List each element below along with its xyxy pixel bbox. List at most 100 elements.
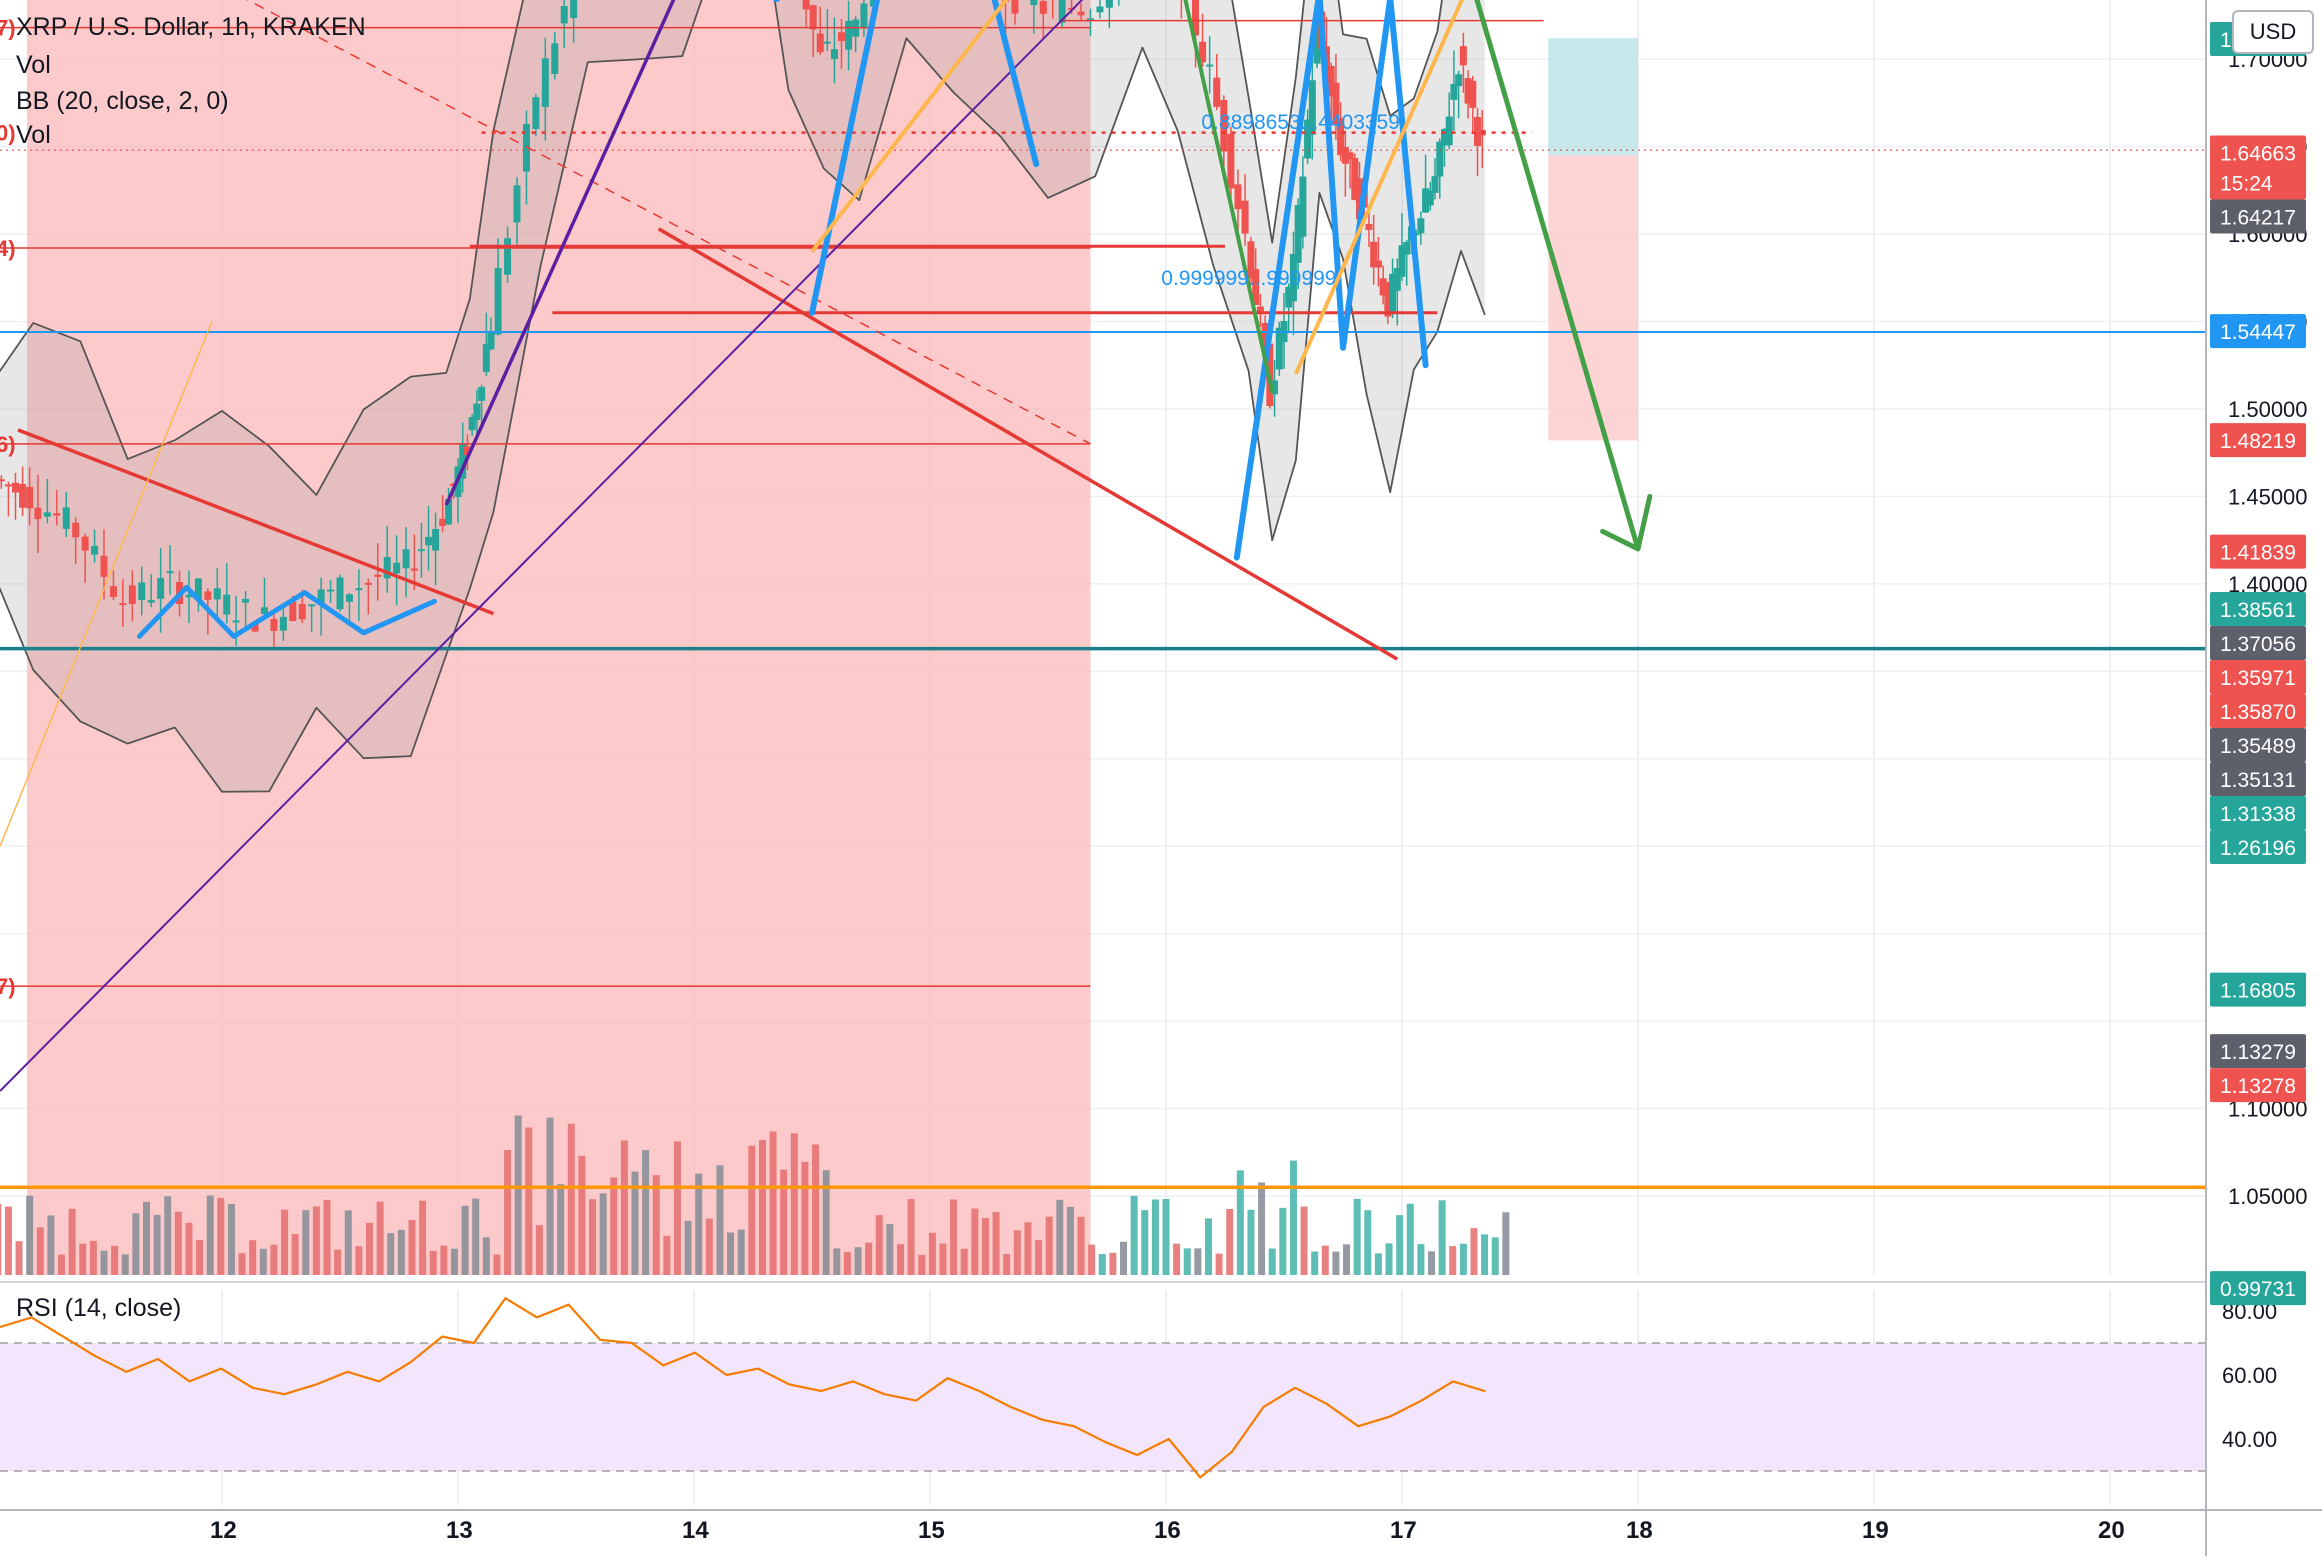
candle [1213, 53, 1221, 111]
candle [1256, 294, 1264, 328]
volume-bar [907, 1199, 915, 1275]
candle [72, 517, 80, 565]
volume-bar [1035, 1240, 1043, 1275]
volume-bar [514, 1115, 522, 1275]
volume-bar [1332, 1251, 1340, 1275]
candle-body [1077, 11, 1085, 16]
candle-body [439, 518, 447, 526]
candle-body [1086, 18, 1094, 21]
candle-body [1365, 223, 1373, 230]
volume-bar [1183, 1248, 1191, 1275]
price-label [2210, 423, 2306, 458]
price-label-text: 1.38561 [2220, 599, 2296, 622]
candle-body [166, 571, 174, 574]
volume-bar [525, 1127, 533, 1275]
price-label-text: 1.48219 [2220, 430, 2296, 453]
candle [1351, 153, 1359, 201]
candle-body [308, 604, 316, 607]
bb-upper [0, 0, 1443, 496]
candle [1294, 198, 1302, 290]
candle-body [478, 386, 486, 401]
volume-bar [366, 1222, 373, 1275]
candle-body [1426, 190, 1434, 206]
volume-bar [1247, 1209, 1255, 1275]
fib-label-upper: 0.8898653...4403359 [1201, 111, 1400, 134]
candle [1455, 70, 1463, 119]
candle [213, 567, 221, 616]
candle-body [1039, 1, 1047, 14]
candle [459, 422, 467, 493]
volume-bar [599, 1193, 607, 1275]
candle-body [1058, 0, 1066, 23]
volume-bar [1470, 1228, 1478, 1275]
volume-bar [822, 1170, 830, 1275]
volume-bar [684, 1220, 692, 1275]
candle-body [1011, 0, 1019, 14]
volume-bar [801, 1161, 809, 1275]
volume-bar [196, 1239, 204, 1275]
candle [1289, 231, 1297, 336]
legend-vol-2[interactable]: Vol [16, 121, 51, 149]
candle-body [1379, 278, 1387, 296]
candle-body [1469, 80, 1477, 108]
candle-body [1440, 129, 1448, 146]
candle [336, 574, 344, 612]
candle [845, 0, 853, 71]
candle [1077, 3, 1085, 22]
price-label [2210, 1271, 2306, 1306]
candle-body [317, 589, 325, 604]
candle-body [109, 586, 117, 598]
candle [364, 578, 372, 615]
candle [223, 563, 231, 624]
candle-body [494, 268, 502, 335]
symbol-title[interactable]: XRP / U.S. Dollar, 1h, KRAKEN [16, 13, 366, 41]
candle-body [522, 123, 530, 172]
volume-bar [1066, 1206, 1074, 1275]
candle-body [1393, 268, 1401, 291]
volume-bar [1268, 1248, 1276, 1275]
legend-vol[interactable]: Vol [16, 51, 51, 79]
candle-body [417, 549, 425, 552]
price-label-box [2210, 423, 2306, 458]
volume-bar [1003, 1254, 1011, 1275]
price-label [2210, 1034, 2306, 1069]
price-label-box [2210, 972, 2306, 1007]
volume-bar [259, 1248, 267, 1275]
price-label [2210, 199, 2306, 234]
volume-bar [111, 1245, 119, 1275]
candle [12, 472, 19, 520]
candle-body [4, 484, 12, 487]
candle [482, 312, 490, 376]
left-descending-line [17, 428, 495, 616]
volume-bar [1481, 1234, 1489, 1275]
price-label-text: 1.31338 [2220, 803, 2296, 826]
price-label [2210, 694, 2306, 729]
candle-body [1474, 116, 1482, 146]
currency-selector[interactable]: USD [2232, 10, 2314, 54]
candle-body [504, 238, 512, 275]
candle [1030, 0, 1038, 34]
volume-bar [535, 1225, 543, 1275]
candle [1285, 283, 1293, 334]
candle-body [432, 528, 440, 551]
candle-body [1256, 306, 1264, 313]
candle [1403, 239, 1411, 286]
candle-body [809, 5, 817, 30]
time-tick-14: 14 [682, 1517, 709, 1544]
volume-bar [47, 1215, 55, 1275]
candle [463, 434, 471, 470]
candle-body [1431, 176, 1439, 193]
volume-bar [620, 1140, 628, 1275]
volume-bar [557, 1184, 565, 1275]
candle-body [1220, 99, 1228, 152]
candle-body [402, 549, 410, 569]
legend-bb[interactable]: BB (20, close, 2, 0) [16, 87, 229, 115]
candle [417, 522, 425, 578]
candle [1346, 151, 1354, 189]
volume-bar [748, 1145, 756, 1275]
green-arrow-head [1600, 493, 1653, 552]
candle-body [1299, 176, 1307, 237]
candle-body [473, 403, 481, 420]
